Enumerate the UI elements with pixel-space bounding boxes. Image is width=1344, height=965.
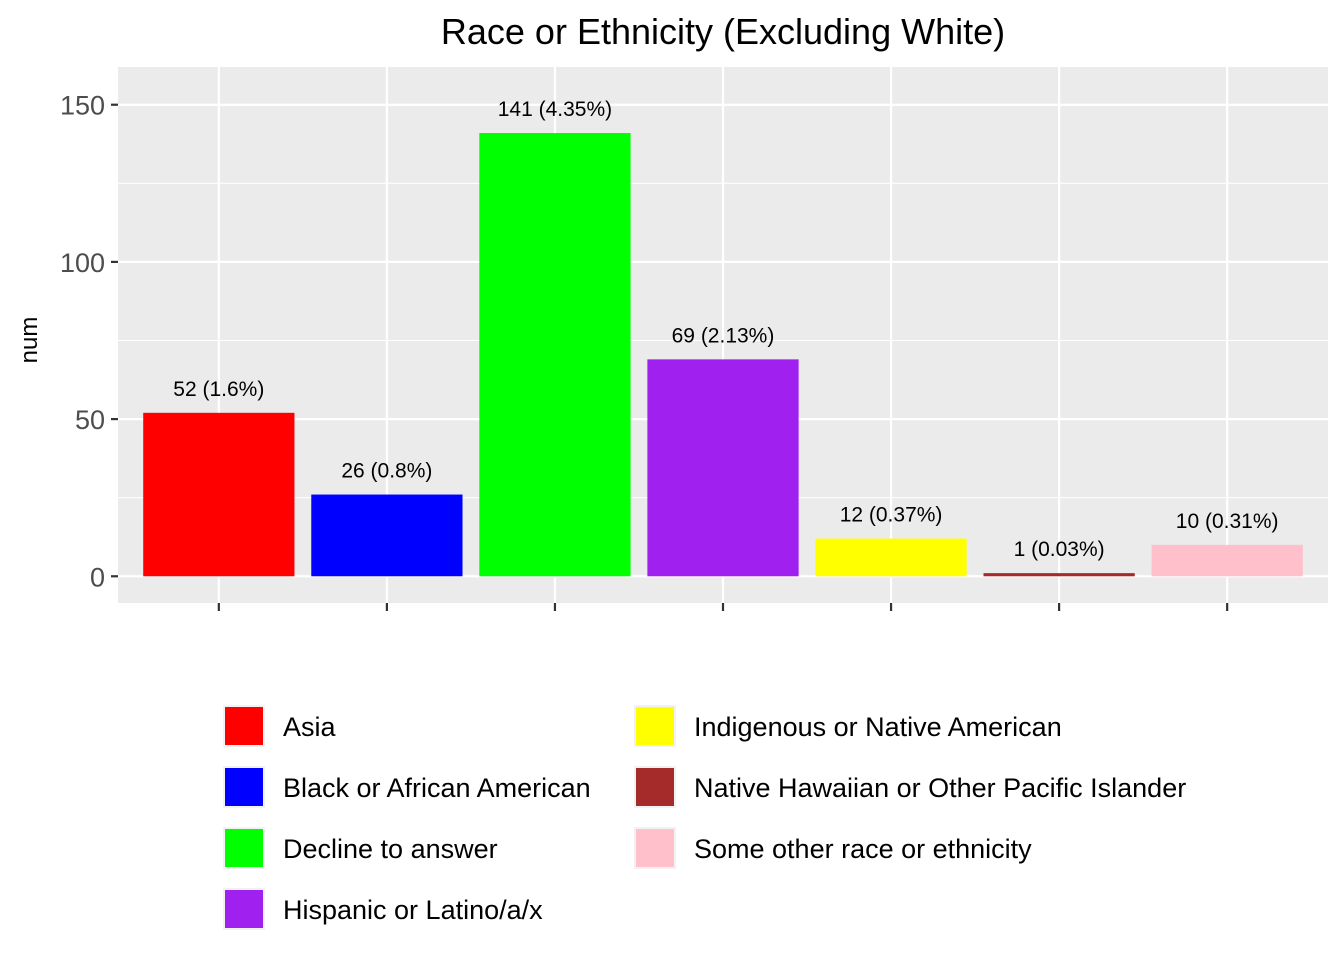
legend-label: Hispanic or Latino/a/x [283,895,543,925]
legend-swatch [634,827,676,869]
bar-data-label: 10 (0.31%) [1176,510,1279,533]
bar [311,494,463,577]
bar [143,412,295,577]
bar-data-label: 1 (0.03%) [1014,538,1105,561]
bar [479,133,631,577]
legend-label: Decline to answer [283,834,498,864]
legend: Asia Black or African American Decline to … [223,705,1186,930]
y-tick-label: 50 [75,405,105,435]
legend-swatch [223,827,265,869]
legend-swatch [223,888,265,930]
bar-data-label: 141 (4.35%) [498,98,612,121]
legend-swatch [634,766,676,808]
bar [815,538,967,577]
legend-label: Asia [283,712,337,742]
bar-data-label: 69 (2.13%) [672,324,775,347]
y-tick-label: 100 [60,248,105,278]
legend-swatch [223,766,265,808]
bar-data-label: 26 (0.8%) [341,460,432,483]
legend-label: Indigenous or Native American [694,712,1062,742]
bar [1151,544,1303,577]
y-tick-label: 0 [90,562,105,592]
chart-title: Race or Ethnicity (Excluding White) [441,11,1005,52]
legend-label: Native Hawaiian or Other Pacific Islande… [694,773,1186,803]
y-axis-label: num [16,317,43,364]
y-tick-label: 150 [60,91,105,121]
legend-label: Some other race or ethnicity [694,834,1032,864]
y-axis: 0 50 100 150 [60,91,118,592]
x-axis [217,603,1229,611]
bar-data-label: 12 (0.37%) [840,504,943,527]
legend-swatch [634,705,676,747]
bar-labels: 52 (1.6%) 26 (0.8%) 141 (4.35%) 69 (2.13%) 1… [173,98,1278,561]
legend-swatch [223,705,265,747]
bar-data-label: 52 (1.6%) [173,378,264,401]
bar [647,359,799,577]
bars [143,133,1303,577]
bar [983,573,1135,577]
legend-label: Black or African American [283,773,591,803]
